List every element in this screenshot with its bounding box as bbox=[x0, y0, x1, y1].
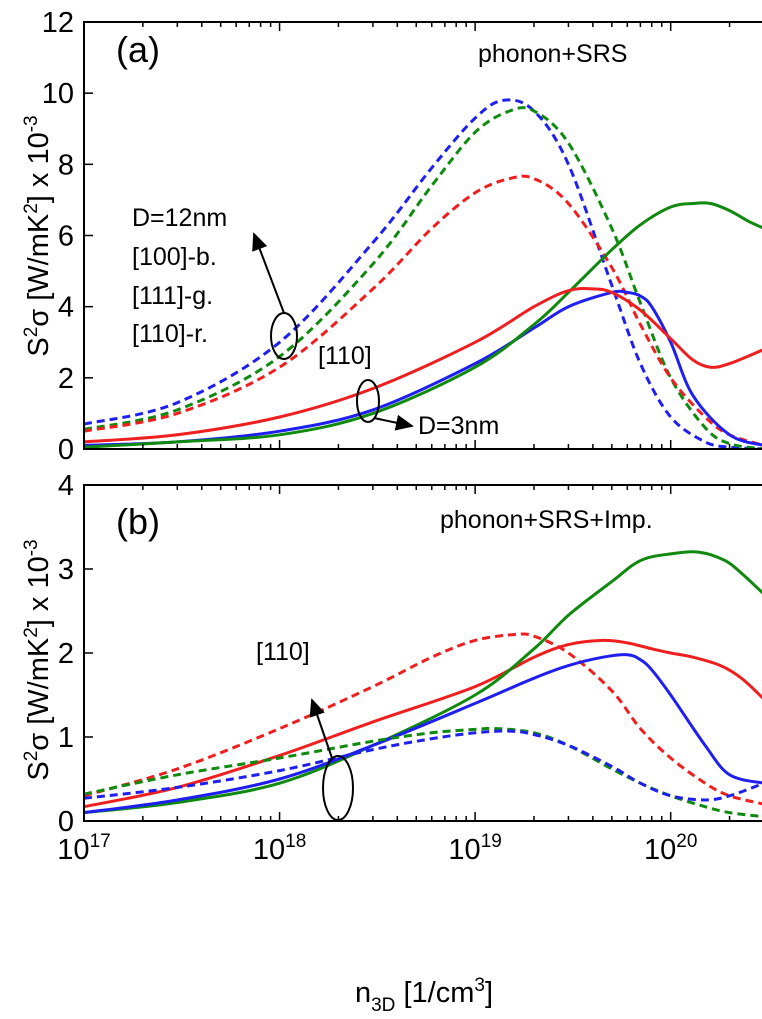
annotation-group-d3: [110] D=3nm bbox=[318, 342, 499, 440]
x-tick-label: 1020 bbox=[644, 831, 697, 866]
annotation-ellipse-d3 bbox=[356, 379, 380, 423]
y-tick-label: 0 bbox=[58, 806, 74, 838]
y-axis-title-b-sup2: 2 bbox=[21, 627, 42, 638]
series-line-green-solid bbox=[84, 201, 762, 449]
y-axis-title-b-mid: σ [W/mK bbox=[23, 637, 55, 751]
y-tick-label: 10 bbox=[42, 78, 74, 110]
annotation-110-bracket-b: [110] bbox=[256, 638, 310, 666]
plot-b-frame bbox=[83, 484, 762, 822]
panel-b: 0 1 2 3 4 1017 1018 1019 1020 (b) phonon+SRS+Im… bbox=[21, 470, 762, 1016]
y-axis-title-a: S2σ [W/mK2] x 10-3 bbox=[21, 115, 55, 356]
y-axis-title-a-sup1: 2 bbox=[21, 327, 42, 338]
x-axis-title: n3D [1/cm3] bbox=[355, 975, 493, 1016]
y-tick-label: 3 bbox=[58, 554, 74, 586]
annotation-arrow-d3 bbox=[373, 414, 414, 431]
annotation-d3nm: D=3nm bbox=[418, 412, 499, 440]
annotation-arrow-b bbox=[309, 698, 333, 759]
y-axis-title-b-sup3: -3 bbox=[21, 539, 42, 556]
y-axis-title-b-pre: S bbox=[23, 761, 55, 780]
annotation-100-blue: [100]-b. bbox=[132, 243, 217, 271]
series-line-blue-dashed bbox=[84, 98, 762, 449]
x-axis-title-mid: [1/cm bbox=[395, 977, 474, 1009]
series-line-red-solid bbox=[84, 287, 762, 444]
y-tick-label: 4 bbox=[58, 470, 74, 502]
annotation-group-b-110: [110] bbox=[256, 638, 354, 821]
plot-b-lines bbox=[84, 550, 762, 819]
series-line-blue-dashed bbox=[84, 729, 762, 802]
panel-a-label: (a) bbox=[116, 29, 160, 70]
panel-b-label: (b) bbox=[116, 501, 160, 542]
y-axis-title-a-mid: σ [W/mK bbox=[23, 213, 55, 327]
y-tick-label: 4 bbox=[58, 292, 74, 324]
plot-a-frame bbox=[83, 21, 762, 450]
annotation-d12nm: D=12nm bbox=[132, 204, 227, 232]
plot-a-ytick-labels: 0 2 4 6 8 10 12 bbox=[42, 7, 74, 466]
plot-a-ticks bbox=[83, 21, 731, 450]
plot-b-xtick-labels: 1017 1018 1019 1020 bbox=[57, 831, 697, 866]
series-line-red-solid bbox=[84, 638, 762, 809]
y-axis-title-b: S2σ [W/mK2] x 10-3 bbox=[21, 539, 55, 780]
series-line-blue-solid bbox=[84, 289, 762, 447]
y-tick-label: 2 bbox=[58, 363, 74, 395]
plot-b-ticks bbox=[83, 484, 731, 822]
y-axis-title-a-sup3: -3 bbox=[21, 115, 42, 132]
y-axis-title-b-sup1: 2 bbox=[21, 751, 42, 762]
series-line-red-dashed bbox=[84, 174, 762, 447]
x-axis-title-post: ] bbox=[485, 977, 493, 1009]
panel-b-title: phonon+SRS+Imp. bbox=[440, 506, 653, 534]
series-line-green-solid bbox=[84, 550, 762, 815]
x-tick-label: 1018 bbox=[253, 831, 306, 866]
series-line-blue-solid bbox=[84, 653, 762, 815]
y-axis-title-b-post: ] x 10 bbox=[23, 556, 55, 627]
y-tick-label: 0 bbox=[58, 434, 74, 466]
annotation-ellipse-d12 bbox=[270, 312, 298, 360]
plot-b-ytick-labels: 0 1 2 3 4 bbox=[58, 470, 74, 838]
x-axis-title-sub: 3D bbox=[371, 995, 395, 1016]
x-tick-label: 1017 bbox=[57, 831, 110, 866]
annotation-110-red: [110]-r. bbox=[132, 320, 208, 348]
x-axis-title-pre: n bbox=[355, 977, 371, 1009]
annotation-ellipse-b bbox=[322, 755, 354, 821]
y-axis-title-a-post: ] x 10 bbox=[23, 132, 55, 203]
x-axis-title-sup: 3 bbox=[474, 975, 485, 996]
x-tick-label: 1019 bbox=[448, 831, 501, 866]
series-line-red-dashed bbox=[84, 632, 762, 806]
plot-a-lines bbox=[84, 98, 762, 449]
panel-a-title: phonon+SRS bbox=[478, 40, 627, 68]
annotation-group-d12: D=12nm [100]-b. [111]-g. [110]-r. bbox=[132, 204, 298, 360]
y-tick-label: 1 bbox=[58, 722, 74, 754]
y-axis-title-a-pre: S bbox=[23, 337, 55, 356]
annotation-111-green: [111]-g. bbox=[132, 282, 213, 310]
annotation-110-bracket-a: [110] bbox=[318, 342, 372, 370]
y-axis-title-a-sup2: 2 bbox=[21, 203, 42, 214]
series-line-green-dashed bbox=[84, 106, 762, 449]
annotation-arrow-d12 bbox=[252, 232, 285, 314]
y-tick-label: 2 bbox=[58, 638, 74, 670]
y-tick-label: 8 bbox=[58, 149, 74, 181]
y-tick-label: 12 bbox=[42, 7, 74, 39]
y-tick-label: 6 bbox=[58, 221, 74, 253]
